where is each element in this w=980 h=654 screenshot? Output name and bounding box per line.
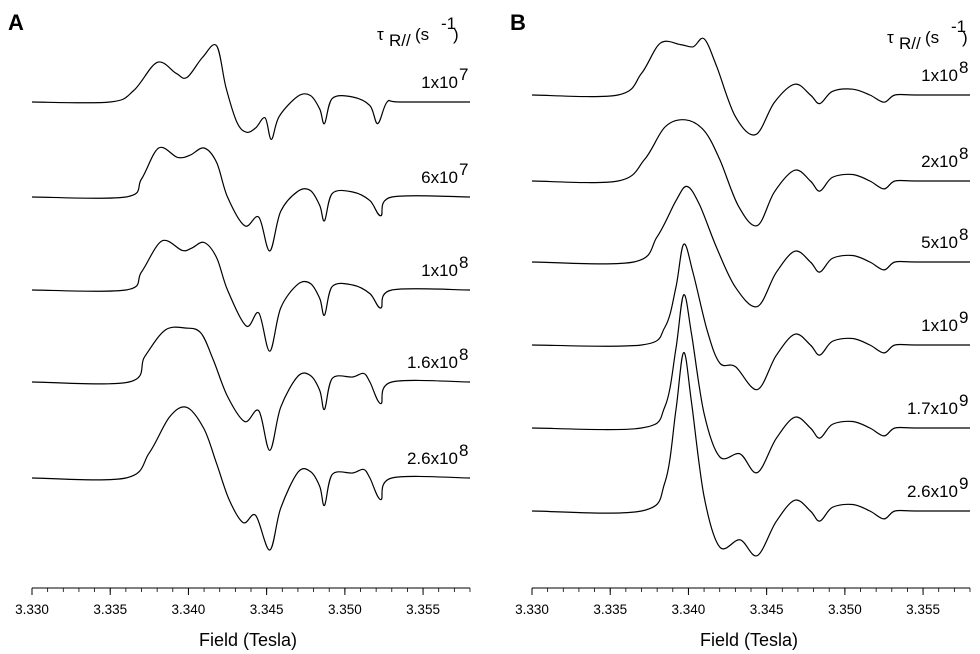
panel-a-traces <box>31 44 471 551</box>
series-label-exponent: 7 <box>459 65 468 84</box>
panel-b-traces <box>531 37 970 557</box>
series-label: 1x10 <box>421 261 458 280</box>
series-label-exponent: 9 <box>959 474 968 493</box>
series-label-exponent: 8 <box>459 345 468 364</box>
spectrum-trace <box>531 37 970 136</box>
series-label: 1x10 <box>421 73 458 92</box>
series-label: 1x10 <box>921 316 958 335</box>
units-sup: -1 <box>441 14 456 33</box>
tau-symbol: τ <box>377 25 384 44</box>
panel-a-x-axis: 3.330 3.335 3.340 3.345 3.350 3.355 <box>15 587 471 617</box>
series-label-exponent: 8 <box>959 58 968 77</box>
series-label-exponent: 9 <box>959 308 968 327</box>
series-label-exponent: 9 <box>959 391 968 410</box>
series-label: 6x10 <box>421 168 458 187</box>
panel-a-x-axis-title: Field (Tesla) <box>199 630 297 650</box>
tau-subscript: R// <box>899 34 921 53</box>
panel-b-letter: B <box>510 10 526 35</box>
panel-a-header: τ R// (s -1 ) <box>377 14 459 50</box>
units-close: ) <box>453 25 459 44</box>
spectrum-trace <box>531 243 970 391</box>
spectrum-trace <box>31 44 470 141</box>
x-tick-label: 3.350 <box>828 602 862 617</box>
tau-subscript: R// <box>389 31 411 50</box>
units-open: (s <box>415 25 429 44</box>
series-label-exponent: 8 <box>959 144 968 163</box>
x-tick-label: 3.350 <box>328 602 362 617</box>
series-label: 5x10 <box>921 233 958 252</box>
series-label: 2.6x10 <box>407 449 458 468</box>
units-open: (s <box>925 28 939 47</box>
x-tick-label: 3.355 <box>406 602 440 617</box>
panel-b-x-axis: 3.330 3.335 3.340 3.345 3.350 3.355 <box>515 587 971 617</box>
panel-a-letter: A <box>8 10 24 35</box>
spectrum-trace <box>531 119 970 227</box>
units-close: ) <box>962 28 968 47</box>
spectrum-trace <box>531 351 970 557</box>
spectrum-trace <box>31 239 471 352</box>
spectrum-trace <box>531 294 970 474</box>
x-tick-label: 3.330 <box>515 602 549 617</box>
x-tick-label: 3.345 <box>750 602 784 617</box>
x-tick-label: 3.355 <box>906 602 940 617</box>
series-label-exponent: 7 <box>459 160 468 179</box>
spectrum-trace <box>31 146 471 252</box>
series-label: 2.6x10 <box>907 482 958 501</box>
spectrum-trace <box>31 326 471 452</box>
series-label-exponent: 8 <box>959 225 968 244</box>
series-label-exponent: 8 <box>459 253 468 272</box>
x-tick-label: 3.335 <box>593 602 627 617</box>
series-label: 2x10 <box>921 152 958 171</box>
panel-b-x-axis-title: Field (Tesla) <box>700 630 798 650</box>
series-label-exponent: 8 <box>459 441 468 460</box>
units-sup: -1 <box>951 17 966 36</box>
x-tick-label: 3.340 <box>172 602 206 617</box>
x-tick-label: 3.340 <box>672 602 706 617</box>
x-tick-label: 3.330 <box>15 602 49 617</box>
spectrum-trace <box>31 406 471 551</box>
x-tick-label: 3.335 <box>93 602 127 617</box>
x-tick-label: 3.345 <box>250 602 284 617</box>
series-label: 1.6x10 <box>407 353 458 372</box>
panel-b-header: τ R// (s -1 ) <box>887 17 968 53</box>
spectrum-trace <box>531 185 970 308</box>
series-label: 1x10 <box>921 66 958 85</box>
series-label: 1.7x10 <box>907 399 958 418</box>
tau-symbol: τ <box>887 28 894 47</box>
